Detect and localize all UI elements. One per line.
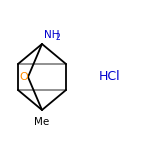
Text: HCl: HCl	[99, 69, 121, 83]
Text: NH: NH	[44, 30, 59, 40]
Text: Me: Me	[34, 117, 50, 127]
Text: O: O	[20, 72, 28, 82]
Text: 2: 2	[55, 33, 60, 42]
